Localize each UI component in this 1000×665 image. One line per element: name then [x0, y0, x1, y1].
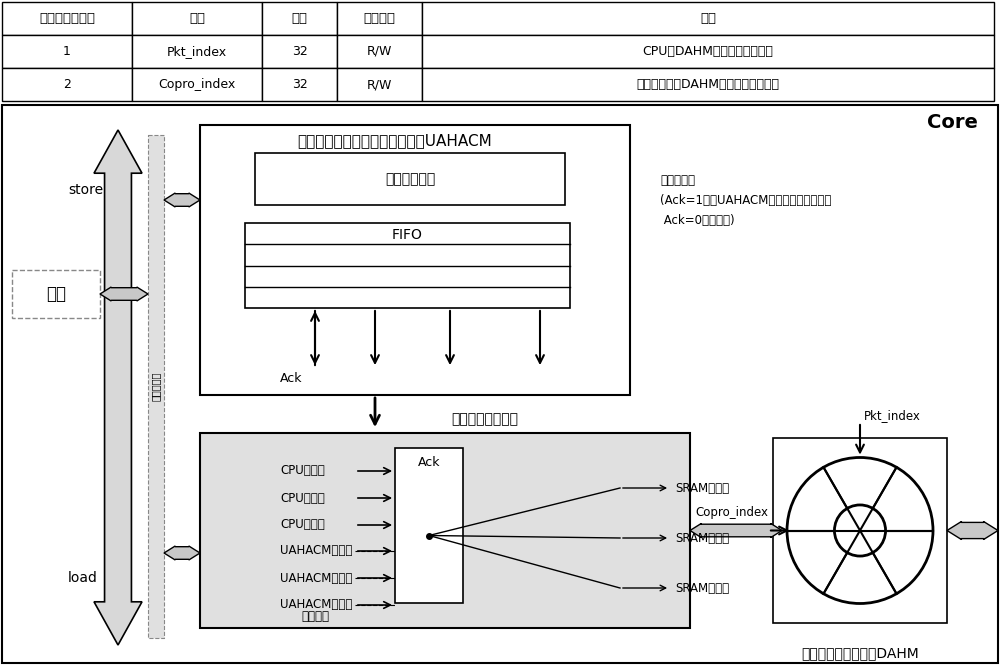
- Bar: [200, 125, 630, 395]
- Text: R/W: R/W: [367, 78, 392, 91]
- Text: UAHACM写使能: UAHACM写使能: [280, 598, 352, 612]
- Text: 32: 32: [292, 78, 307, 91]
- Bar: [2, 68, 132, 101]
- Polygon shape: [94, 130, 142, 645]
- Text: 直接访问高速存储体DAHM: 直接访问高速存储体DAHM: [801, 646, 919, 660]
- Text: 上游自适应硬件加速协处理模块UAHACM: 上游自适应硬件加速协处理模块UAHACM: [298, 134, 492, 148]
- Text: (Ack=1保持UAHACM写数据、使能地址；: (Ack=1保持UAHACM写数据、使能地址；: [660, 194, 831, 207]
- Text: load: load: [68, 571, 98, 585]
- Bar: [337, 2, 422, 35]
- Bar: [395, 448, 463, 603]
- Polygon shape: [164, 546, 200, 560]
- Bar: [337, 35, 422, 68]
- Text: 低优先级: 低优先级: [301, 610, 329, 622]
- Text: 加速处理硬件: 加速处理硬件: [385, 172, 435, 186]
- Text: FIFO: FIFO: [392, 228, 423, 242]
- Text: CPU写地址: CPU写地址: [280, 491, 325, 505]
- Text: Copro_index: Copro_index: [158, 78, 236, 91]
- Text: 插空传输仲裁模块: 插空传输仲裁模块: [452, 412, 518, 426]
- Text: 描述: 描述: [700, 12, 716, 25]
- Text: store: store: [68, 183, 103, 197]
- Bar: [132, 68, 262, 101]
- Text: 1: 1: [63, 45, 71, 58]
- Text: 状态寄存器列表: 状态寄存器列表: [39, 12, 95, 25]
- Text: 内核: 内核: [46, 285, 66, 303]
- Polygon shape: [100, 287, 148, 301]
- Text: 协处理模块对DAHM写的下发索引信息: 协处理模块对DAHM写的下发索引信息: [637, 78, 780, 91]
- Text: 32: 32: [292, 45, 307, 58]
- Bar: [422, 2, 994, 35]
- Bar: [262, 68, 337, 101]
- Text: 宽度: 宽度: [292, 12, 308, 25]
- Text: 2: 2: [63, 78, 71, 91]
- Text: SRAM写数据: SRAM写数据: [675, 481, 729, 495]
- Bar: [255, 153, 565, 205]
- Text: Pkt_index: Pkt_index: [864, 410, 921, 422]
- Bar: [132, 35, 262, 68]
- Bar: [2, 2, 132, 35]
- Polygon shape: [690, 523, 782, 537]
- Text: Ack=0插空写入): Ack=0插空写入): [660, 213, 735, 227]
- Bar: [2, 35, 132, 68]
- Polygon shape: [164, 193, 200, 207]
- Text: CPU写使能: CPU写使能: [280, 519, 325, 531]
- Text: 寄存器总线: 寄存器总线: [151, 372, 161, 401]
- Text: R/W: R/W: [367, 45, 392, 58]
- Text: Copro_index: Copro_index: [695, 506, 768, 519]
- Bar: [200, 433, 690, 628]
- Bar: [12, 270, 100, 318]
- Bar: [262, 2, 337, 35]
- Text: 读写状态: 读写状态: [364, 12, 396, 25]
- Bar: [148, 135, 164, 638]
- Bar: [422, 35, 994, 68]
- Text: SRAM写使能: SRAM写使能: [675, 581, 729, 595]
- Bar: [773, 438, 947, 623]
- Text: Ack: Ack: [280, 372, 302, 384]
- Text: 名称: 名称: [189, 12, 205, 25]
- Text: SRAM写地址: SRAM写地址: [675, 531, 729, 545]
- Bar: [422, 68, 994, 101]
- Polygon shape: [947, 521, 998, 539]
- Bar: [132, 2, 262, 35]
- Text: Pkt_index: Pkt_index: [167, 45, 227, 58]
- Bar: [2, 105, 998, 663]
- Text: 协处理器写: 协处理器写: [660, 174, 695, 186]
- Text: Ack: Ack: [418, 456, 440, 469]
- Text: UAHACM写地址: UAHACM写地址: [280, 571, 352, 585]
- Text: CPU写数据: CPU写数据: [280, 464, 325, 477]
- Bar: [337, 68, 422, 101]
- Text: CPU对DAHM写的下发索引信息: CPU对DAHM写的下发索引信息: [643, 45, 773, 58]
- Bar: [245, 223, 570, 308]
- Text: Core: Core: [927, 114, 977, 132]
- Text: UAHACM写数据: UAHACM写数据: [280, 545, 352, 557]
- Bar: [262, 35, 337, 68]
